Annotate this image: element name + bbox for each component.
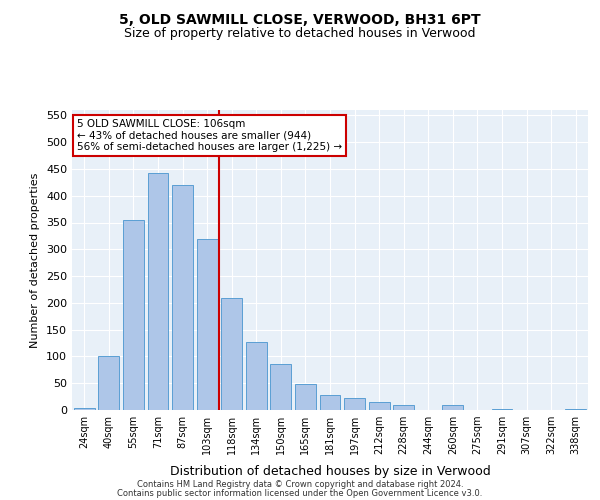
Bar — [393, 404, 414, 410]
Text: Contains HM Land Registry data © Crown copyright and database right 2024.: Contains HM Land Registry data © Crown c… — [137, 480, 463, 489]
Text: Size of property relative to detached houses in Verwood: Size of property relative to detached ho… — [124, 28, 476, 40]
Bar — [221, 298, 242, 410]
Bar — [246, 342, 267, 410]
Bar — [98, 356, 119, 410]
Bar — [565, 409, 586, 410]
Bar — [271, 364, 292, 410]
Y-axis label: Number of detached properties: Number of detached properties — [31, 172, 40, 348]
Bar — [442, 405, 463, 410]
Bar — [172, 185, 193, 410]
Bar — [320, 395, 340, 410]
Bar — [344, 398, 365, 410]
Bar — [197, 238, 218, 410]
Bar — [295, 384, 316, 410]
Text: Distribution of detached houses by size in Verwood: Distribution of detached houses by size … — [170, 464, 490, 477]
Text: 5, OLD SAWMILL CLOSE, VERWOOD, BH31 6PT: 5, OLD SAWMILL CLOSE, VERWOOD, BH31 6PT — [119, 12, 481, 26]
Text: 5 OLD SAWMILL CLOSE: 106sqm
← 43% of detached houses are smaller (944)
56% of se: 5 OLD SAWMILL CLOSE: 106sqm ← 43% of det… — [77, 119, 342, 152]
Bar — [123, 220, 144, 410]
Bar — [368, 402, 389, 410]
Text: Contains public sector information licensed under the Open Government Licence v3: Contains public sector information licen… — [118, 488, 482, 498]
Bar — [74, 408, 95, 410]
Bar — [491, 409, 512, 410]
Bar — [148, 172, 169, 410]
